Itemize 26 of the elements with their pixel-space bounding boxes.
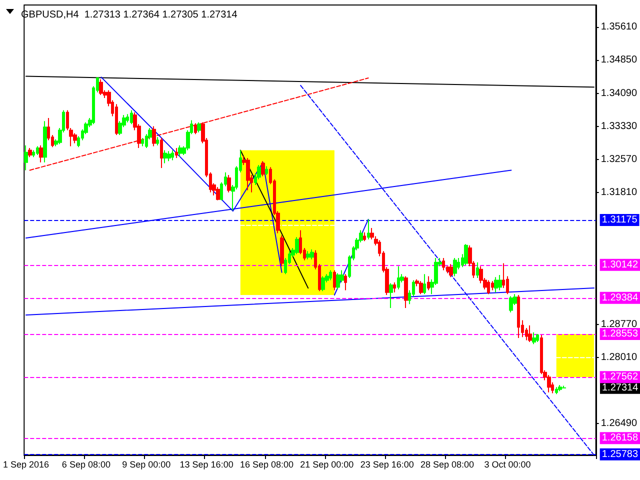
- text: 1.27314: [602, 382, 639, 394]
- ref-line-label: 1.25783: [602, 448, 638, 460]
- x-tick-label: 1 Sep 2016: [2, 460, 50, 470]
- y-tick-label: 1.33330: [600, 120, 638, 132]
- x-tick-label: 3 Oct 00:00: [484, 460, 531, 470]
- ref-line-label: 1.31175: [602, 214, 638, 226]
- x-tick-label: 9 Sep 00:00: [122, 460, 171, 470]
- ref-line-label: 1.26158: [602, 432, 638, 444]
- ref-line-label: 1.29384: [602, 292, 638, 304]
- x-tick-label: 6 Sep 08:00: [62, 460, 110, 470]
- x-tick-label: 23 Sep 16:00: [360, 460, 414, 470]
- x-tick-label: 16 Sep 08:00: [240, 460, 294, 470]
- y-tick-label: 1.34850: [600, 54, 638, 66]
- y-tick-label: 1.32570: [600, 154, 638, 165]
- y-tick-label: 1.26490: [600, 418, 638, 430]
- ref-line-label: 1.30142: [602, 259, 638, 270]
- x-tick-label: 13 Sep 16:00: [180, 460, 234, 470]
- ref-line-label: 1.28553: [602, 328, 638, 340]
- y-tick-label: 1.31810: [600, 186, 638, 198]
- y-tick-label: 1.34090: [600, 88, 638, 99]
- y-tick-label: 1.28770: [600, 319, 638, 330]
- ref-line-label: 1.27562: [602, 372, 638, 383]
- y-tick-label: 1.28010: [600, 352, 638, 364]
- y-tick-label: 1.35610: [600, 22, 638, 33]
- x-tick-label: 21 Sep 00:00: [300, 460, 354, 470]
- x-tick-label: 28 Sep 08:00: [420, 460, 474, 470]
